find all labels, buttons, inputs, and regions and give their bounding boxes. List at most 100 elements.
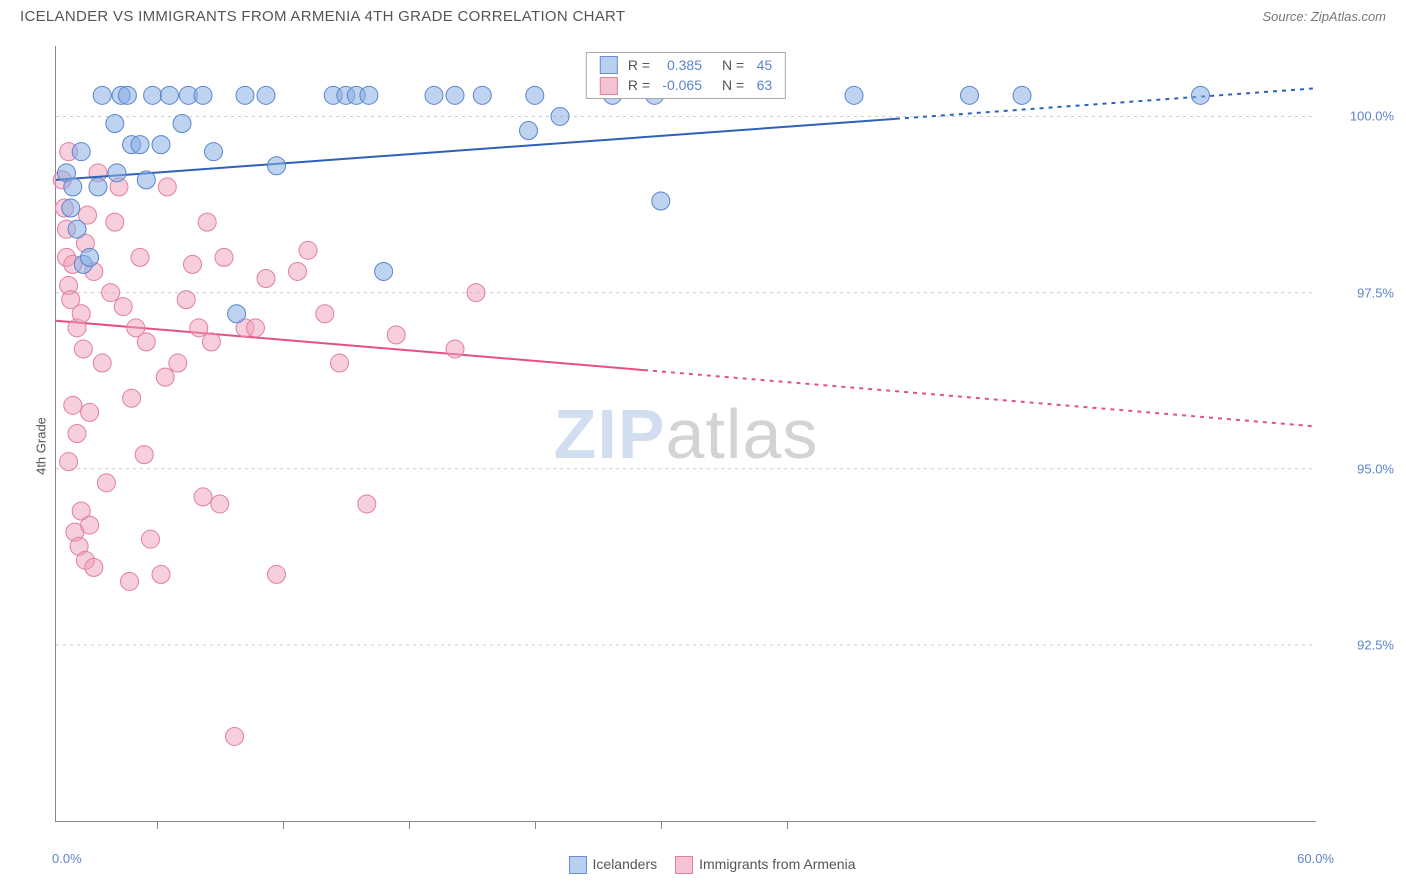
pink-point xyxy=(60,453,78,471)
blue-point xyxy=(845,86,863,104)
pink-point xyxy=(257,270,275,288)
pink-point xyxy=(331,354,349,372)
chart-svg xyxy=(56,46,1316,821)
legend-series-label: Immigrants from Armenia xyxy=(699,856,855,872)
pink-point xyxy=(114,298,132,316)
pink-point xyxy=(387,326,405,344)
pink-point xyxy=(106,213,124,231)
pink-point xyxy=(268,565,286,583)
pink-point xyxy=(198,213,216,231)
legend-swatch xyxy=(569,856,587,874)
blue-point xyxy=(68,220,86,238)
pink-point xyxy=(467,284,485,302)
pink-point xyxy=(289,262,307,280)
pink-point xyxy=(299,241,317,259)
pink-point xyxy=(226,727,244,745)
blue-point xyxy=(1013,86,1031,104)
blue-point xyxy=(228,305,246,323)
blue-point xyxy=(268,157,286,175)
blue-point xyxy=(236,86,254,104)
pink-point xyxy=(137,333,155,351)
pink-point xyxy=(64,396,82,414)
blue-point xyxy=(194,86,212,104)
blue-point xyxy=(961,86,979,104)
legend-R-value: 0.385 xyxy=(655,55,707,75)
legend-R-value: -0.065 xyxy=(655,75,707,95)
blue-point xyxy=(652,192,670,210)
x-tick-mark xyxy=(283,821,284,829)
blue-point xyxy=(106,115,124,133)
legend-N-value: 63 xyxy=(749,75,777,95)
x-tick-mark xyxy=(409,821,410,829)
blue-point xyxy=(118,86,136,104)
source-label: Source: ZipAtlas.com xyxy=(1262,9,1386,24)
pink-point xyxy=(85,558,103,576)
blue-point xyxy=(375,262,393,280)
blue-point xyxy=(446,86,464,104)
blue-point xyxy=(137,171,155,189)
blue-point xyxy=(108,164,126,182)
blue-point xyxy=(89,178,107,196)
pink-point xyxy=(152,565,170,583)
blue-point xyxy=(64,178,82,196)
chart-title: ICELANDER VS IMMIGRANTS FROM ARMENIA 4TH… xyxy=(20,8,625,25)
blue-point xyxy=(1192,86,1210,104)
blue-point xyxy=(93,86,111,104)
y-axis-label: 4th Grade xyxy=(33,417,48,475)
blue-point xyxy=(257,86,275,104)
pink-point xyxy=(68,425,86,443)
x-tick-mark xyxy=(661,821,662,829)
legend-series-label: Icelanders xyxy=(593,856,658,872)
pink-point xyxy=(158,178,176,196)
blue-point xyxy=(72,143,90,161)
y-tick-label: 95.0% xyxy=(1357,461,1394,476)
pink-point xyxy=(97,474,115,492)
blue-point xyxy=(473,86,491,104)
legend-swatch xyxy=(600,56,618,74)
blue-point xyxy=(551,107,569,125)
pink-point xyxy=(72,305,90,323)
correlation-legend: R =0.385 N =45 R =-0.065 N =63 xyxy=(586,52,786,99)
pink-point xyxy=(81,403,99,421)
pink-point xyxy=(446,340,464,358)
pink-point xyxy=(202,333,220,351)
pink-point xyxy=(316,305,334,323)
pink-point xyxy=(358,495,376,513)
pink-point xyxy=(190,319,208,337)
blue-point xyxy=(152,136,170,154)
blue-point xyxy=(173,115,191,133)
chart-plot-area: ZIPatlas R =0.385N =45R =-0.065N =63 0.0… xyxy=(55,46,1316,822)
x-tick-mark xyxy=(535,821,536,829)
blue-point xyxy=(520,122,538,140)
blue-point xyxy=(144,86,162,104)
legend-N-label: N = xyxy=(717,55,749,75)
blue-point xyxy=(160,86,178,104)
legend-R-label: R = xyxy=(623,55,655,75)
pink-point xyxy=(123,389,141,407)
pink-point xyxy=(142,530,160,548)
legend-swatch xyxy=(600,77,618,95)
x-tick-mark xyxy=(787,821,788,829)
blue-point xyxy=(205,143,223,161)
pink-point xyxy=(169,354,187,372)
pink-point xyxy=(81,516,99,534)
pink-point xyxy=(194,488,212,506)
pink-point xyxy=(102,284,120,302)
blue-point xyxy=(526,86,544,104)
pink-point xyxy=(93,354,111,372)
blue-point xyxy=(360,86,378,104)
legend-R-label: R = xyxy=(623,75,655,95)
blue-point xyxy=(131,136,149,154)
y-tick-label: 100.0% xyxy=(1350,109,1394,124)
pink-point xyxy=(131,248,149,266)
pink-point xyxy=(135,446,153,464)
blue-point xyxy=(62,199,80,217)
legend-N-value: 45 xyxy=(749,55,777,75)
pink-point xyxy=(156,368,174,386)
x-tick-mark xyxy=(157,821,158,829)
blue-point xyxy=(425,86,443,104)
pink-point xyxy=(211,495,229,513)
pink-point xyxy=(184,255,202,273)
legend-N-label: N = xyxy=(717,75,749,95)
pink-point xyxy=(121,572,139,590)
